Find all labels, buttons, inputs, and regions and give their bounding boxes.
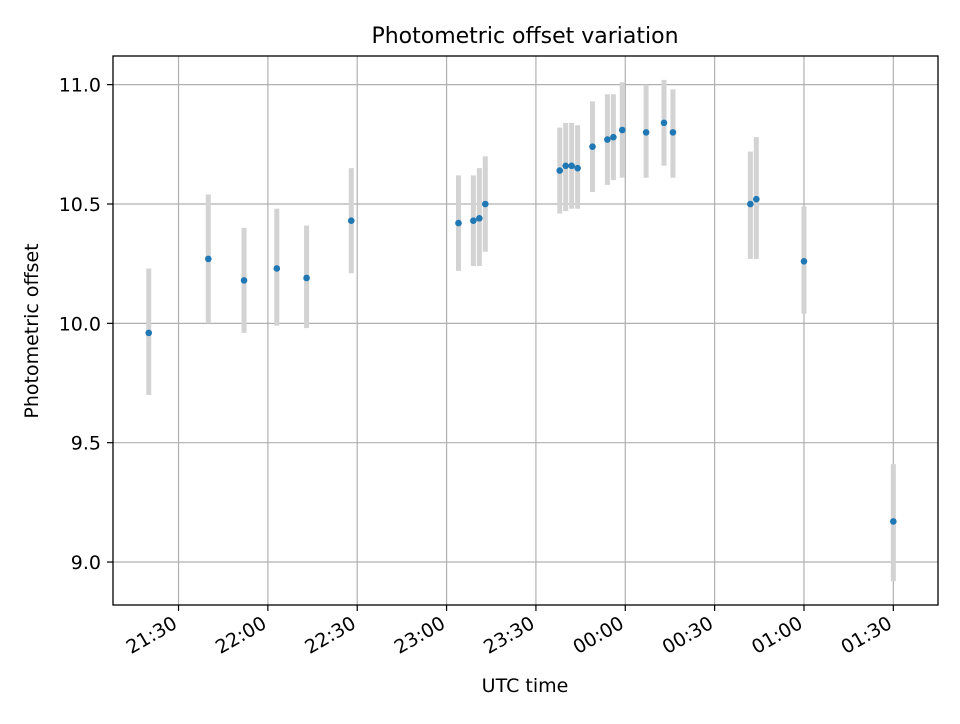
x-tick-label: 23:30 <box>480 612 538 658</box>
x-tick-label: 22:30 <box>301 612 359 658</box>
chart-title: Photometric offset variation <box>371 24 678 49</box>
data-point <box>205 255 212 263</box>
data-points <box>145 119 897 525</box>
data-point <box>145 329 153 337</box>
data-point <box>476 215 483 222</box>
data-point <box>347 217 355 224</box>
data-point <box>273 265 281 272</box>
grid-lines <box>113 56 938 605</box>
data-point <box>240 277 248 284</box>
data-point <box>604 136 611 143</box>
x-axis-label: UTC time <box>482 675 569 697</box>
data-point <box>568 162 575 170</box>
data-point <box>890 518 897 525</box>
y-tick-label: 11.0 <box>59 75 101 97</box>
data-point <box>556 167 564 174</box>
data-point <box>747 200 754 208</box>
data-point <box>589 143 596 151</box>
x-tick-label: 22:00 <box>212 612 270 658</box>
data-point <box>669 129 677 136</box>
x-tick-label: 00:00 <box>569 612 627 658</box>
x-tick-label: 23:00 <box>391 612 449 658</box>
x-tick-label: 00:30 <box>659 612 717 658</box>
data-point <box>610 133 617 141</box>
data-point <box>618 126 626 134</box>
y-axis-label: Photometric offset <box>21 243 43 418</box>
x-tick-label: 01:00 <box>748 612 806 658</box>
axis-ticks: 9.0 9.5 10.0 10.5 11.0 21:30 22:00 22:30 23:00 23… <box>59 75 896 659</box>
data-point <box>574 164 581 172</box>
data-point <box>642 129 650 136</box>
data-point <box>481 200 489 208</box>
x-tick-label: 01:30 <box>837 612 895 658</box>
data-point <box>562 162 570 170</box>
data-point <box>303 274 310 282</box>
y-tick-label: 10.0 <box>59 313 101 335</box>
y-tick-label: 10.5 <box>59 194 101 216</box>
data-point <box>753 195 760 203</box>
y-tick-label: 9.5 <box>71 433 101 455</box>
data-point <box>455 219 462 227</box>
y-tick-label: 9.0 <box>71 552 101 574</box>
x-tick-label: 21:30 <box>123 612 181 658</box>
data-point <box>470 217 477 224</box>
plot-frame <box>112 55 939 606</box>
error-bars <box>146 79 896 582</box>
data-point <box>800 257 808 265</box>
data-point <box>660 119 668 127</box>
